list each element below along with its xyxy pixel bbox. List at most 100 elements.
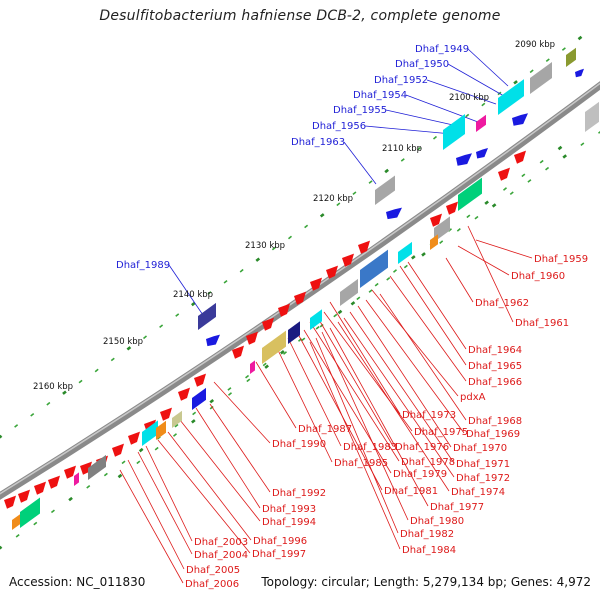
track-dot bbox=[384, 168, 389, 174]
gene-block-body bbox=[398, 241, 412, 264]
leader-line bbox=[407, 261, 467, 350]
gene-block bbox=[88, 454, 106, 480]
leader-line bbox=[337, 321, 450, 492]
gene-label: Dhaf_1979 bbox=[393, 469, 447, 480]
gene-label: Dhaf_1974 bbox=[451, 487, 505, 498]
leader-line bbox=[399, 265, 467, 366]
gene-label: Dhaf_1989 bbox=[116, 260, 170, 271]
track-dot bbox=[352, 191, 357, 195]
gene-block-body bbox=[12, 514, 20, 530]
track-dot bbox=[577, 35, 583, 41]
track-dot bbox=[280, 350, 285, 355]
track-dot bbox=[304, 224, 309, 229]
leader-line bbox=[137, 451, 193, 555]
gene-block bbox=[430, 234, 438, 250]
gene-block bbox=[585, 101, 599, 132]
leader-line bbox=[457, 245, 510, 276]
gene-label: Dhaf_1971 bbox=[456, 459, 510, 470]
gene-arrow bbox=[358, 240, 370, 254]
gene-label: Dhaf_1997 bbox=[252, 549, 306, 560]
gene-label: pdxA bbox=[460, 392, 486, 403]
gene-arrow bbox=[446, 201, 458, 215]
accession-text: Accession: NC_011830 bbox=[9, 575, 146, 589]
leader-lines bbox=[119, 48, 533, 584]
leader-line bbox=[445, 257, 474, 303]
gene-arrow bbox=[178, 387, 190, 401]
track-dot bbox=[400, 158, 405, 162]
gene-label: Dhaf_1984 bbox=[402, 545, 456, 556]
gene-block bbox=[360, 249, 388, 288]
leader-line bbox=[145, 445, 193, 542]
track-dot bbox=[0, 545, 3, 550]
gene-arrow bbox=[206, 334, 220, 347]
gene-label: Dhaf_1978 bbox=[401, 457, 455, 468]
leader-line bbox=[329, 327, 429, 507]
track-dot bbox=[209, 405, 214, 410]
gene-arrow bbox=[575, 68, 584, 78]
gene-block bbox=[443, 114, 465, 150]
gene-block-body bbox=[20, 497, 40, 528]
gene-label: Dhaf_1977 bbox=[430, 502, 484, 513]
leader-line bbox=[167, 431, 252, 541]
gene-block bbox=[198, 302, 216, 330]
leader-line bbox=[379, 293, 467, 421]
track-dot bbox=[350, 301, 356, 306]
gene-label: Dhaf_1975 bbox=[414, 427, 468, 438]
gene-label: Dhaf_1980 bbox=[410, 516, 464, 527]
gene-arrow bbox=[278, 303, 290, 317]
leader-line bbox=[309, 341, 401, 550]
track-dot bbox=[30, 413, 35, 417]
leader-line bbox=[195, 407, 261, 509]
track-dot bbox=[103, 472, 108, 477]
gene-block bbox=[250, 360, 255, 374]
track-dot bbox=[94, 368, 99, 373]
track-dot bbox=[110, 357, 115, 362]
gene-block-body bbox=[142, 420, 158, 446]
gene-label: Dhaf_1983 bbox=[343, 442, 397, 453]
gene-block-body bbox=[430, 234, 438, 250]
gene-block-body bbox=[458, 177, 482, 211]
gene-block bbox=[74, 472, 79, 486]
track-dot bbox=[562, 154, 568, 159]
gene-label: Dhaf_1962 bbox=[475, 298, 529, 309]
gene-arrow bbox=[326, 265, 338, 279]
track-dot bbox=[465, 113, 470, 118]
leader-line bbox=[349, 311, 455, 464]
gene-block-body bbox=[530, 62, 552, 94]
gene-label: Dhaf_1955 bbox=[333, 105, 387, 116]
leader-line bbox=[168, 264, 206, 319]
gene-arrow bbox=[476, 148, 488, 159]
gene-label: Dhaf_2003 bbox=[194, 537, 248, 548]
gene-features bbox=[4, 47, 599, 530]
gene-arrow bbox=[294, 291, 306, 305]
gene-arrow bbox=[310, 277, 322, 291]
gene-block-body bbox=[498, 79, 524, 115]
leader-line bbox=[405, 94, 479, 123]
kbp-tick-label: 2120 kbp bbox=[313, 194, 353, 204]
track-dot bbox=[513, 80, 518, 85]
track-dot bbox=[527, 179, 532, 183]
gene-block bbox=[156, 420, 166, 440]
gene-block-body bbox=[443, 114, 465, 150]
track-dot bbox=[62, 390, 67, 395]
track-dot bbox=[175, 313, 180, 317]
track-dot bbox=[333, 313, 338, 318]
track-dot bbox=[315, 325, 320, 330]
track-dot bbox=[136, 460, 141, 465]
track-dot bbox=[368, 180, 373, 184]
leader-line bbox=[467, 225, 514, 323]
gene-arrow bbox=[498, 167, 510, 181]
gene-label: Dhaf_2004 bbox=[194, 550, 248, 561]
gene-label: Dhaf_1959 bbox=[534, 254, 588, 265]
track-dot bbox=[580, 142, 585, 147]
track-dot bbox=[433, 135, 437, 140]
gene-block-body bbox=[566, 47, 576, 67]
gene-label: Dhaf_1950 bbox=[395, 59, 449, 70]
gene-block-body bbox=[198, 302, 216, 330]
leader-line bbox=[309, 321, 400, 462]
leader-line bbox=[426, 79, 497, 105]
track-dot bbox=[474, 215, 479, 220]
track-dot bbox=[33, 521, 38, 526]
gene-block-body bbox=[288, 321, 300, 344]
gene-label: Dhaf_1992 bbox=[272, 488, 326, 499]
